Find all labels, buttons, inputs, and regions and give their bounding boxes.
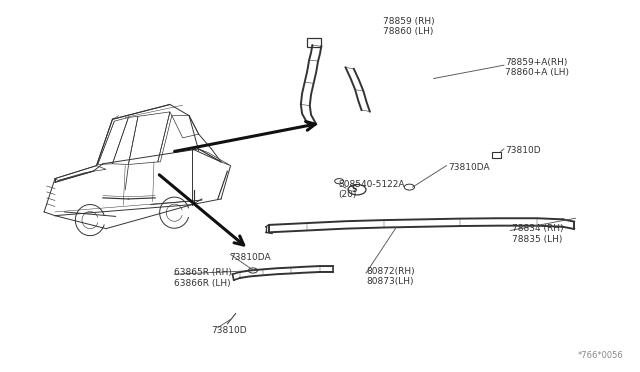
Text: 73810DA: 73810DA (229, 253, 271, 262)
Text: 80872(RH)
80873(LH): 80872(RH) 80873(LH) (366, 267, 415, 286)
Text: 78859+A(RH)
78860+A (LH): 78859+A(RH) 78860+A (LH) (505, 58, 569, 77)
Text: 63865R (RH)
63866R (LH): 63865R (RH) 63866R (LH) (174, 268, 232, 288)
Text: S08540-5122A
(20): S08540-5122A (20) (338, 180, 404, 199)
Bar (307, 38, 321, 46)
Text: 73810DA: 73810DA (448, 163, 490, 172)
Text: S: S (352, 185, 357, 194)
Text: 73810D: 73810D (211, 326, 247, 335)
Text: 73810D: 73810D (505, 146, 541, 155)
Text: 78859 (RH)
78860 (LH): 78859 (RH) 78860 (LH) (383, 17, 434, 36)
Text: *766*0056: *766*0056 (577, 351, 623, 360)
Bar (492, 151, 500, 158)
Text: 78834 (RH)
78835 (LH): 78834 (RH) 78835 (LH) (511, 224, 563, 244)
